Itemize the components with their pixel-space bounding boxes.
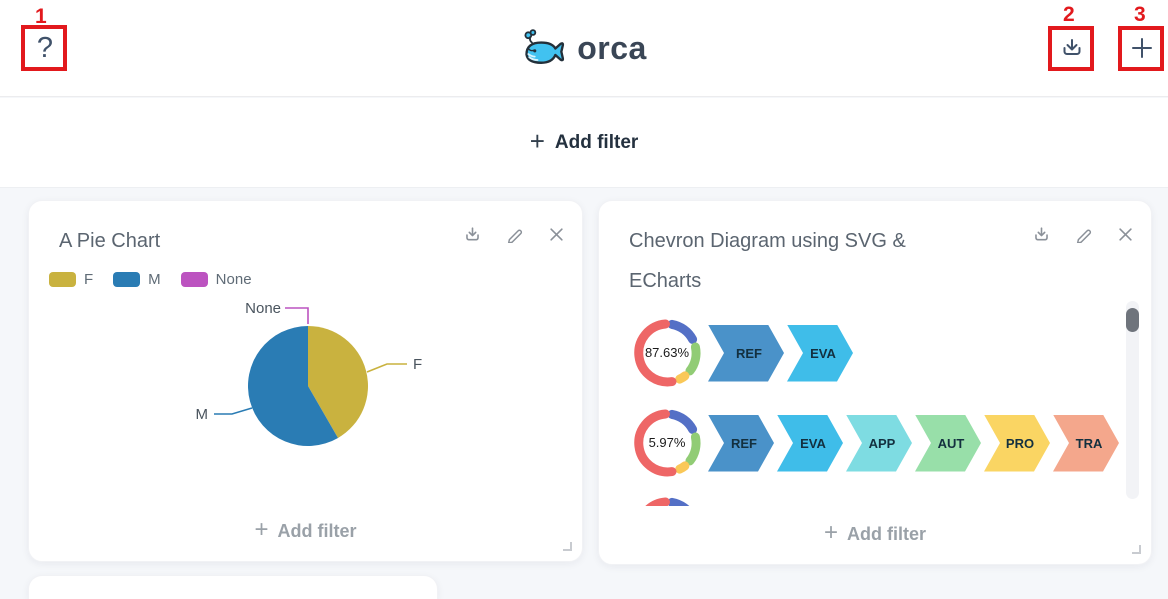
close-chart-button[interactable] [1116,225,1134,243]
chevron-stage-app[interactable]: APP [846,415,912,472]
chevron-row-2: 5.97% REF EVA APP AUT PRO TRA [629,405,1119,481]
chevron-stage-ref[interactable]: REF [708,415,774,472]
chevron-stage-tra[interactable]: TRA [1053,415,1119,472]
ring-percent: 87.63% [645,345,690,360]
chevron-row-1: 87.63% REF EVA [629,315,853,391]
ring-segment-yellow [675,461,690,474]
chevron-stage-aut[interactable]: AUT [915,415,981,472]
legend-item-none[interactable]: None [180,271,252,288]
export-dashboard-button[interactable] [1051,28,1092,68]
progress-ring-2: 5.97% [629,405,705,481]
progress-ring-1: 87.63% [629,315,705,391]
add-filter-label: Add filter [277,520,357,541]
plus-icon [1129,35,1155,61]
card-scrollbar[interactable] [1126,301,1139,499]
ring-segment-red [645,497,670,506]
card-toolbar [1032,225,1134,243]
card-title: A Pie Chart [59,230,161,252]
plus-icon: + [529,126,545,156]
help-button[interactable]: ? [25,28,65,68]
legend-swatch-m [113,272,141,287]
pie-label-none: None [245,300,281,317]
ring-segment-blue [667,409,698,434]
plus-icon: + [823,518,838,546]
card-toolbar [463,225,565,243]
download-icon [464,226,481,243]
pie-leader-m [214,407,253,415]
pie-label-f: F [413,356,422,373]
edit-chart-button[interactable] [1074,225,1092,243]
legend-label-f: F [84,271,94,288]
resize-handle[interactable] [563,542,572,551]
add-filter-label: Add filter [847,523,926,544]
ring-segment-blue [667,319,698,344]
ring-percent: 5.97% [649,435,686,450]
resize-handle[interactable] [1132,545,1141,554]
card-add-filter-button[interactable]: + Add filter [599,520,1151,548]
card-title: Chevron Diagram using SVG & ECharts [629,230,906,292]
pie-slice-f[interactable] [308,326,368,438]
chevron-stage-ref[interactable]: REF [708,325,784,382]
ring-segment-yellow [675,371,690,384]
plus-icon: + [254,515,269,543]
chevron-strip: REF EVA [705,325,853,382]
legend-item-f[interactable]: F [49,271,93,288]
download-icon [1033,226,1050,243]
legend-item-m[interactable]: M [113,271,161,288]
app-title: orca [577,30,647,66]
pie-legend: F M None [49,271,252,288]
whale-icon [521,27,565,71]
chevron-row-3 [629,493,705,506]
pencil-icon [1075,226,1092,243]
ring-segment-green [685,432,701,466]
legend-label-none: None [215,271,252,288]
chevron-stage-pro[interactable]: PRO [984,415,1050,472]
pie-leader-none [285,307,309,324]
app-header: ? orca [0,0,1168,97]
close-chart-button[interactable] [547,225,565,243]
ring-segment-red [634,319,677,387]
download-icon [1060,36,1084,60]
card-add-filter-button[interactable]: + Add filter [29,517,582,545]
pie-leader-f [366,363,407,373]
ring-segment-blue [667,497,690,506]
chevron-stage-eva[interactable]: EVA [787,325,853,382]
legend-label-m: M [148,271,161,288]
download-chart-button[interactable] [463,225,481,243]
download-chart-button[interactable] [1032,225,1050,243]
question-mark-icon: ? [36,31,54,64]
next-card-peek [28,575,438,599]
pie-label-m: M [196,406,209,423]
legend-swatch-f [49,272,76,287]
chevron-diagram-card: Chevron Diagram using SVG & ECharts [598,200,1152,565]
add-filter-label: Add filter [554,131,639,153]
app-logo: orca [0,0,1168,97]
ring-segment-green [685,342,701,376]
legend-swatch-none [180,272,208,287]
chevron-stage-eva[interactable]: EVA [777,415,843,472]
ring-segment-red [634,409,677,477]
close-icon [549,227,564,242]
pie-chart-card: A Pie Chart [28,200,583,562]
pie-slice-m[interactable] [247,326,338,446]
scrollbar-thumb[interactable] [1126,308,1139,332]
chevron-strip: REF EVA APP AUT PRO TRA [705,415,1119,472]
edit-chart-button[interactable] [505,225,523,243]
pie-chart[interactable]: None F M [29,296,584,476]
close-icon [1118,227,1133,242]
add-chart-button[interactable] [1121,28,1162,68]
chevron-diagram-body: 87.63% REF EVA [629,301,1121,506]
pencil-icon [506,226,523,243]
global-add-filter-button[interactable]: + Add filter [0,98,1168,188]
progress-ring-3 [629,493,705,506]
